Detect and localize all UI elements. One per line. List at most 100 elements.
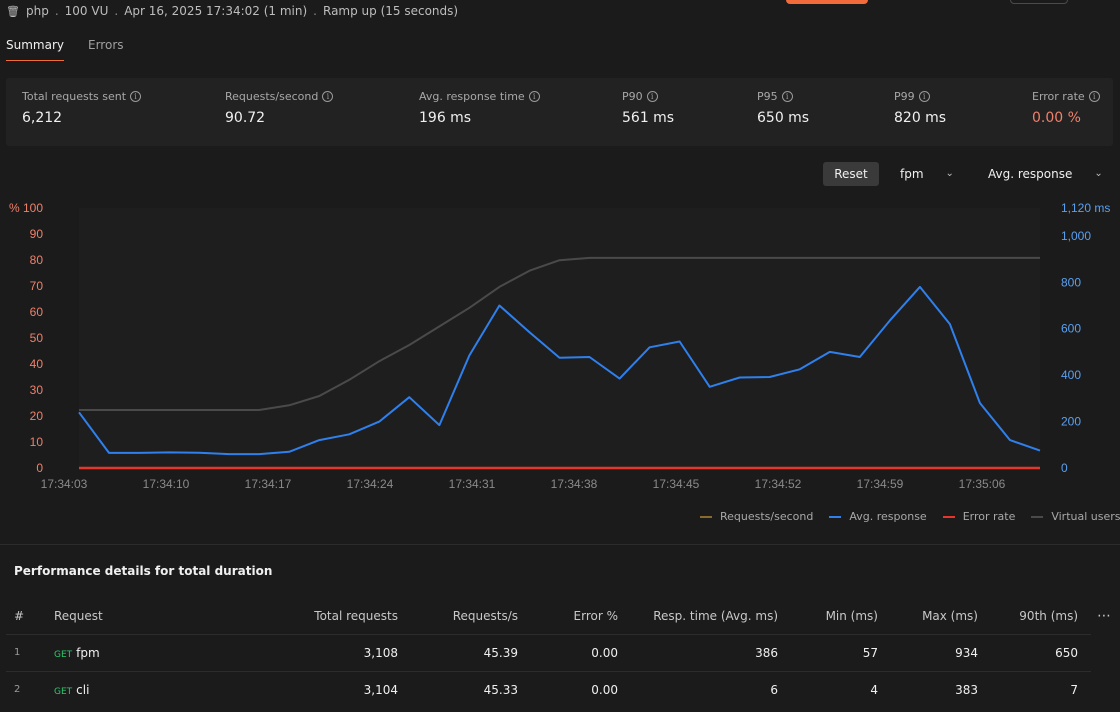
info-icon[interactable]: i	[322, 91, 334, 102]
tab-summary[interactable]: Summary	[6, 38, 64, 61]
load-profile: Ramp up (15 seconds)	[323, 4, 459, 18]
max-cell: 934	[891, 633, 991, 671]
col-error-percent[interactable]: Error %	[573, 608, 618, 623]
y-right-tick-label: 600	[1061, 322, 1081, 336]
request-cell: GET fpm	[54, 633, 224, 671]
tab-errors[interactable]: Errors	[88, 38, 124, 52]
stat-error-rate: Error rate i 0.00 %	[1032, 90, 1100, 126]
x-tick-label: 17:34:52	[755, 477, 802, 491]
run-meta: 🗑 php . 100 VU . Apr 16, 2025 17:34:02 (…	[6, 4, 459, 18]
avg-cell: 6	[631, 670, 791, 708]
info-icon[interactable]: i	[918, 91, 930, 102]
col-max[interactable]: Max (ms)	[922, 608, 978, 623]
stat-value: 196 ms	[419, 110, 472, 126]
performance-table: # Request Total requests Requests/s Erro…	[6, 598, 1091, 708]
legend-item[interactable]: Avg. response	[829, 510, 927, 523]
stat-label: Avg. response time	[419, 90, 525, 103]
request-name: fpm	[76, 645, 100, 660]
y-right-tick-label: 200	[1061, 415, 1081, 429]
legend-item[interactable]: Virtual users	[1031, 510, 1120, 523]
stat-value: 6,212	[22, 110, 63, 126]
x-tick-label: 17:34:03	[41, 477, 88, 491]
row-index: 2	[6, 670, 54, 708]
plot-area	[79, 208, 1040, 468]
avg-cell: 386	[631, 633, 791, 671]
stat-avg-response: Avg. response time i 196 ms	[419, 90, 540, 126]
secondary-action-button[interactable]	[1010, 0, 1068, 4]
error-cell: 0.00	[531, 633, 631, 671]
stat-label: P90	[622, 90, 643, 103]
x-tick-label: 17:35:06	[959, 477, 1006, 491]
divider	[0, 544, 1120, 545]
col-total-requests[interactable]: Total requests	[314, 608, 398, 623]
metric-value: Avg. response	[988, 167, 1073, 181]
stat-p90: P90 i 561 ms	[622, 90, 674, 126]
primary-action-button[interactable]	[786, 0, 868, 4]
stat-label: Requests/second	[225, 90, 319, 103]
stat-p99: P99 i 820 ms	[894, 90, 946, 126]
x-tick-label: 17:34:31	[449, 477, 496, 491]
col-requests-per-second[interactable]: Requests/s	[452, 608, 518, 623]
table-header-row: # Request Total requests Requests/s Erro…	[6, 598, 1091, 634]
perf-title: Performance details for total duration	[14, 564, 273, 578]
more-options-icon[interactable]: ⋯	[1097, 608, 1111, 624]
info-icon[interactable]: i	[528, 91, 540, 102]
legend-swatch	[700, 515, 712, 518]
performance-chart: 0 10 20 30 40 50 60 70 80 90 % 100 1,120 ms 0 200 400 6…	[9, 201, 1110, 491]
request-name: cli	[76, 682, 90, 697]
vu-count: 100 VU	[64, 4, 109, 18]
y-right-tick-label: 1,000	[1061, 229, 1091, 243]
col-min[interactable]: Min (ms)	[825, 608, 878, 623]
series-line-avg-response	[78, 285, 1041, 456]
legend-swatch	[829, 515, 842, 518]
trash-icon[interactable]: 🗑	[6, 4, 20, 18]
series-line-virtual-users	[79, 256, 1040, 411]
x-tick-label: 17:34:59	[857, 477, 904, 491]
reset-button[interactable]: Reset	[823, 162, 879, 186]
x-tick-label: 17:34:17	[245, 477, 292, 491]
table-row[interactable]: 1 GET fpm 3,108 45.39 0.00 386 57 934 650	[6, 633, 1091, 671]
col-p90[interactable]: 90th (ms)	[1019, 608, 1078, 623]
total-cell: 3,108	[224, 633, 411, 671]
info-icon[interactable]: i	[781, 91, 793, 102]
info-icon[interactable]: i	[130, 91, 142, 102]
legend-label: Requests/second	[720, 510, 814, 523]
x-tick-label: 17:34:10	[143, 477, 190, 491]
y-right-top-label: 1,120 ms	[1061, 201, 1110, 215]
table-row[interactable]: 2 GET cli 3,104 45.33 0.00 6 4 383 7	[6, 670, 1091, 708]
chevron-down-icon: ⌄	[1094, 168, 1103, 179]
stat-requests-per-second: Requests/second i 90.72	[225, 90, 334, 126]
max-cell: 383	[891, 670, 991, 708]
rps-cell: 45.39	[411, 633, 531, 671]
p90-cell: 650	[991, 633, 1091, 671]
col-request[interactable]: Request	[54, 608, 103, 623]
x-tick-label: 17:34:45	[653, 477, 700, 491]
y-right-tick-label: 0	[1061, 461, 1068, 475]
info-icon[interactable]: i	[646, 91, 658, 102]
y-left-tick-label: 50	[30, 331, 44, 345]
request-filter-dropdown[interactable]: fpm ⌄	[900, 162, 954, 186]
min-cell: 4	[791, 670, 891, 708]
method-badge: GET	[54, 649, 73, 660]
stat-value: 561 ms	[622, 110, 675, 126]
metric-dropdown[interactable]: Avg. response ⌄	[988, 162, 1103, 186]
x-tick-label: 17:34:24	[347, 477, 394, 491]
top-bar: 🗑 php . 100 VU . Apr 16, 2025 17:34:02 (…	[0, 0, 1120, 26]
y-left-tick-label: 90	[30, 227, 44, 241]
y-right-tick-label: 800	[1061, 275, 1081, 289]
stat-value: 650 ms	[757, 110, 810, 126]
legend-item[interactable]: Error rate	[942, 510, 1015, 523]
legend-item[interactable]: Requests/second	[700, 510, 813, 523]
col-avg-response[interactable]: Resp. time (Avg. ms)	[653, 608, 778, 623]
info-icon[interactable]: i	[1088, 91, 1100, 102]
request-filter-value: fpm	[900, 167, 924, 181]
stat-label: P95	[757, 90, 778, 103]
y-right-tick-label: 400	[1061, 368, 1081, 382]
stat-label: Error rate	[1032, 90, 1085, 103]
error-cell: 0.00	[531, 670, 631, 708]
rps-cell: 45.33	[411, 670, 531, 708]
col-index: #	[14, 608, 25, 623]
min-cell: 57	[791, 633, 891, 671]
p90-cell: 7	[991, 670, 1091, 708]
stat-label: P99	[894, 90, 915, 103]
